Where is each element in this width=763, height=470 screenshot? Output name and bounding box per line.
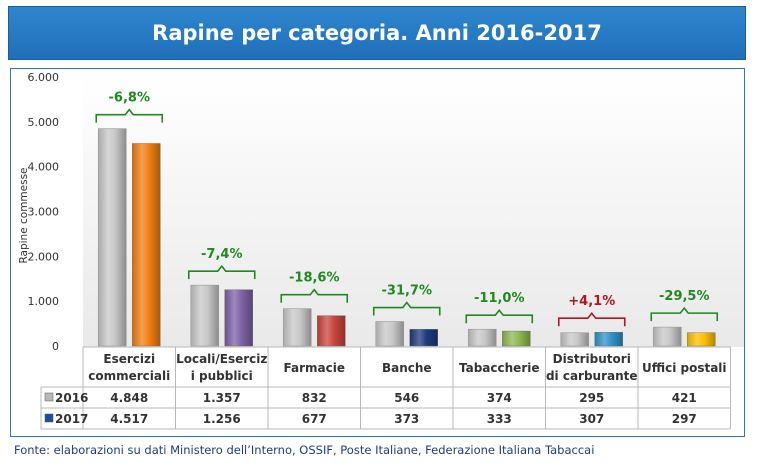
change-bracket <box>187 264 256 280</box>
change-bracket <box>372 301 441 316</box>
data-label-2016: 4.848 <box>110 391 148 405</box>
bar-2017 <box>132 143 161 347</box>
change-label: +4,1% <box>568 294 615 309</box>
change-label: -11,0% <box>474 291 525 306</box>
y-tick-label: 4.000 <box>28 161 60 174</box>
legend-label-2017: 2017 <box>55 412 88 426</box>
bar-2017 <box>502 330 531 347</box>
change-bracket <box>557 311 626 327</box>
change-bracket <box>280 288 349 303</box>
bar-2016 <box>375 321 405 347</box>
category-label: Esercizi <box>103 352 155 366</box>
change-label: -31,7% <box>382 284 433 299</box>
data-label-2017: 373 <box>394 412 419 426</box>
bar-2017 <box>224 289 253 347</box>
change-bracket <box>95 108 164 123</box>
bar-2017 <box>409 329 438 347</box>
change-bracket <box>465 308 534 324</box>
category-label: Locali/Eserciz <box>176 352 267 366</box>
data-label-2016: 1.357 <box>203 391 241 405</box>
y-tick-label: 5.000 <box>28 116 60 129</box>
y-axis-label: Rapine commesse <box>18 167 30 263</box>
data-label-2017: 677 <box>302 412 327 426</box>
change-label: -7,4% <box>201 247 242 262</box>
y-tick-label: 3.000 <box>28 206 60 219</box>
data-label-2016: 421 <box>672 391 697 405</box>
chart-frame: 0 1.000 2.000 3.000 4.000 5.000 6.000 Rapine co… <box>10 68 745 437</box>
category-label: di carburante <box>546 369 638 383</box>
data-label-2017: 1.256 <box>203 412 241 426</box>
bar-2017 <box>317 315 346 347</box>
y-tick-label: 2.000 <box>28 250 60 263</box>
change-label: -18,6% <box>289 271 340 286</box>
legend-label-2016: 2016 <box>55 391 88 405</box>
category-label: Farmacie <box>284 361 345 375</box>
chart-title: Rapine per categoria. Anni 2016-2017 <box>8 6 746 60</box>
data-label-2016: 374 <box>487 391 512 405</box>
data-label-2017: 307 <box>579 412 604 426</box>
bar-2016 <box>282 308 312 347</box>
y-tick-label: 1.000 <box>28 295 60 308</box>
data-label-2017: 4.517 <box>110 412 148 426</box>
bar-2016 <box>560 332 590 347</box>
category-label: Uffici postali <box>642 361 727 375</box>
data-label-2017: 297 <box>672 412 697 426</box>
category-label: commerciali <box>88 369 170 383</box>
change-bracket <box>650 306 719 322</box>
data-label-2016: 832 <box>302 391 327 405</box>
bar-2016 <box>467 328 497 347</box>
legend-key-2017 <box>44 413 54 423</box>
data-label-2016: 546 <box>394 391 419 405</box>
category-label: Distributori <box>553 352 631 366</box>
bar-2017 <box>687 332 716 347</box>
bar-2016 <box>190 284 220 347</box>
source-note: Fonte: elaborazioni su dati Ministero de… <box>14 443 595 457</box>
category-label: Tabaccherie <box>459 361 540 375</box>
bar-2016 <box>652 326 682 347</box>
y-tick-label: 6.000 <box>28 71 60 84</box>
bar-2016 <box>97 128 127 347</box>
change-label: -29,5% <box>659 289 710 304</box>
legend-key-2016 <box>44 392 54 402</box>
bar-chart: 0 1.000 2.000 3.000 4.000 5.000 6.000 Rapine co… <box>18 71 744 430</box>
change-label: -6,8% <box>109 91 150 106</box>
category-label: Banche <box>382 361 432 375</box>
data-label-2017: 333 <box>487 412 512 426</box>
category-label: i pubblici <box>191 369 253 383</box>
data-label-2016: 295 <box>579 391 604 405</box>
bar-2017 <box>594 332 623 347</box>
y-tick-label: 0 <box>52 340 59 353</box>
